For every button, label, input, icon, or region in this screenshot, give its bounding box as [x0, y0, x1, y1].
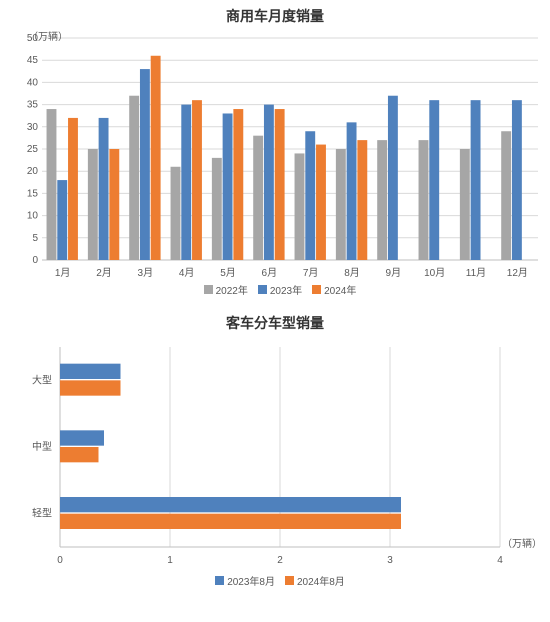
legend-label: 2022年: [216, 286, 248, 297]
svg-text:15: 15: [27, 188, 39, 199]
svg-text:3月: 3月: [138, 267, 154, 279]
bar: [129, 96, 139, 260]
chart1-title: 商用车月度销量: [0, 0, 550, 26]
svg-text:轻型: 轻型: [32, 507, 52, 520]
bar: [357, 140, 367, 260]
bar: [60, 447, 99, 462]
bar: [109, 149, 119, 260]
bar: [295, 153, 305, 260]
svg-text:7月: 7月: [303, 267, 319, 279]
svg-text:8月: 8月: [344, 267, 360, 279]
svg-text:6月: 6月: [262, 267, 278, 279]
svg-text:4: 4: [497, 555, 503, 566]
bar: [501, 131, 511, 260]
legend-swatch: [285, 576, 294, 585]
svg-text:40: 40: [27, 77, 39, 88]
svg-text:11月: 11月: [466, 267, 486, 279]
bar: [388, 96, 398, 260]
bar: [60, 514, 401, 529]
bar: [57, 180, 67, 260]
legend-swatch: [312, 285, 321, 294]
legend-swatch: [258, 285, 267, 294]
chart-monthly-sales: 商用车月度销量 （万辆） 051015202530354045501月2月3月4…: [0, 0, 550, 297]
bar: [223, 113, 233, 260]
bar: [60, 380, 121, 395]
svg-text:35: 35: [27, 100, 39, 111]
bar: [192, 100, 202, 260]
bar: [60, 430, 104, 445]
chart2-title: 客车分车型销量: [0, 313, 550, 333]
bar: [140, 69, 150, 260]
chart2-xaxis-label: （万辆）: [502, 535, 542, 550]
bar: [68, 118, 78, 260]
bar: [460, 149, 470, 260]
bar: [151, 56, 161, 260]
bar: [419, 140, 429, 260]
legend-label: 2024年8月: [297, 577, 345, 588]
svg-text:10: 10: [27, 211, 39, 222]
bar: [316, 145, 326, 260]
svg-text:0: 0: [57, 555, 63, 566]
svg-text:1: 1: [167, 555, 173, 566]
svg-text:12月: 12月: [507, 267, 528, 279]
bar: [47, 109, 57, 260]
bar: [99, 118, 109, 260]
chart-bus-type-sales: 客车分车型销量 0 1 2 3 4 大型中型轻型 （万辆） 2023年8月 2024年8月: [0, 313, 550, 588]
chart2-svg: 0 1 2 3 4 大型中型轻型: [0, 333, 550, 573]
bar: [264, 105, 274, 260]
bar: [429, 100, 439, 260]
svg-text:9月: 9月: [386, 267, 402, 279]
svg-text:30: 30: [27, 122, 39, 133]
svg-text:2月: 2月: [96, 267, 112, 279]
legend-label: 2023年: [270, 286, 302, 297]
svg-text:45: 45: [27, 55, 39, 66]
bar: [233, 109, 243, 260]
bar: [347, 122, 357, 260]
chart1-yaxis-label: （万辆）: [28, 28, 68, 43]
bar: [471, 100, 481, 260]
bar: [305, 131, 315, 260]
bar: [60, 497, 401, 512]
legend-label: 2024年: [324, 286, 356, 297]
svg-text:25: 25: [27, 144, 39, 155]
bar: [377, 140, 387, 260]
svg-text:2: 2: [277, 555, 283, 566]
legend-swatch: [204, 285, 213, 294]
bar: [88, 149, 98, 260]
chart2-legend: 2023年8月 2024年8月: [0, 573, 550, 588]
svg-text:中型: 中型: [32, 440, 52, 453]
bar: [275, 109, 285, 260]
svg-text:3: 3: [387, 555, 393, 566]
svg-text:10月: 10月: [424, 267, 445, 279]
legend-label: 2023年8月: [227, 577, 275, 588]
svg-text:20: 20: [27, 166, 39, 177]
svg-text:5月: 5月: [220, 267, 236, 279]
svg-text:0: 0: [32, 255, 38, 266]
legend-swatch: [215, 576, 224, 585]
svg-text:5: 5: [32, 233, 38, 244]
chart1-svg: 051015202530354045501月2月3月4月5月6月7月8月9月10…: [0, 26, 550, 282]
bar: [181, 105, 191, 260]
bar: [253, 136, 263, 260]
svg-text:大型: 大型: [32, 373, 52, 386]
bar: [171, 167, 181, 260]
svg-text:4月: 4月: [179, 267, 195, 279]
bar: [60, 364, 121, 379]
bar: [336, 149, 346, 260]
chart1-legend: 2022年 2023年 2024年: [0, 282, 550, 297]
svg-text:1月: 1月: [55, 267, 71, 279]
bar: [212, 158, 222, 260]
bar: [512, 100, 522, 260]
